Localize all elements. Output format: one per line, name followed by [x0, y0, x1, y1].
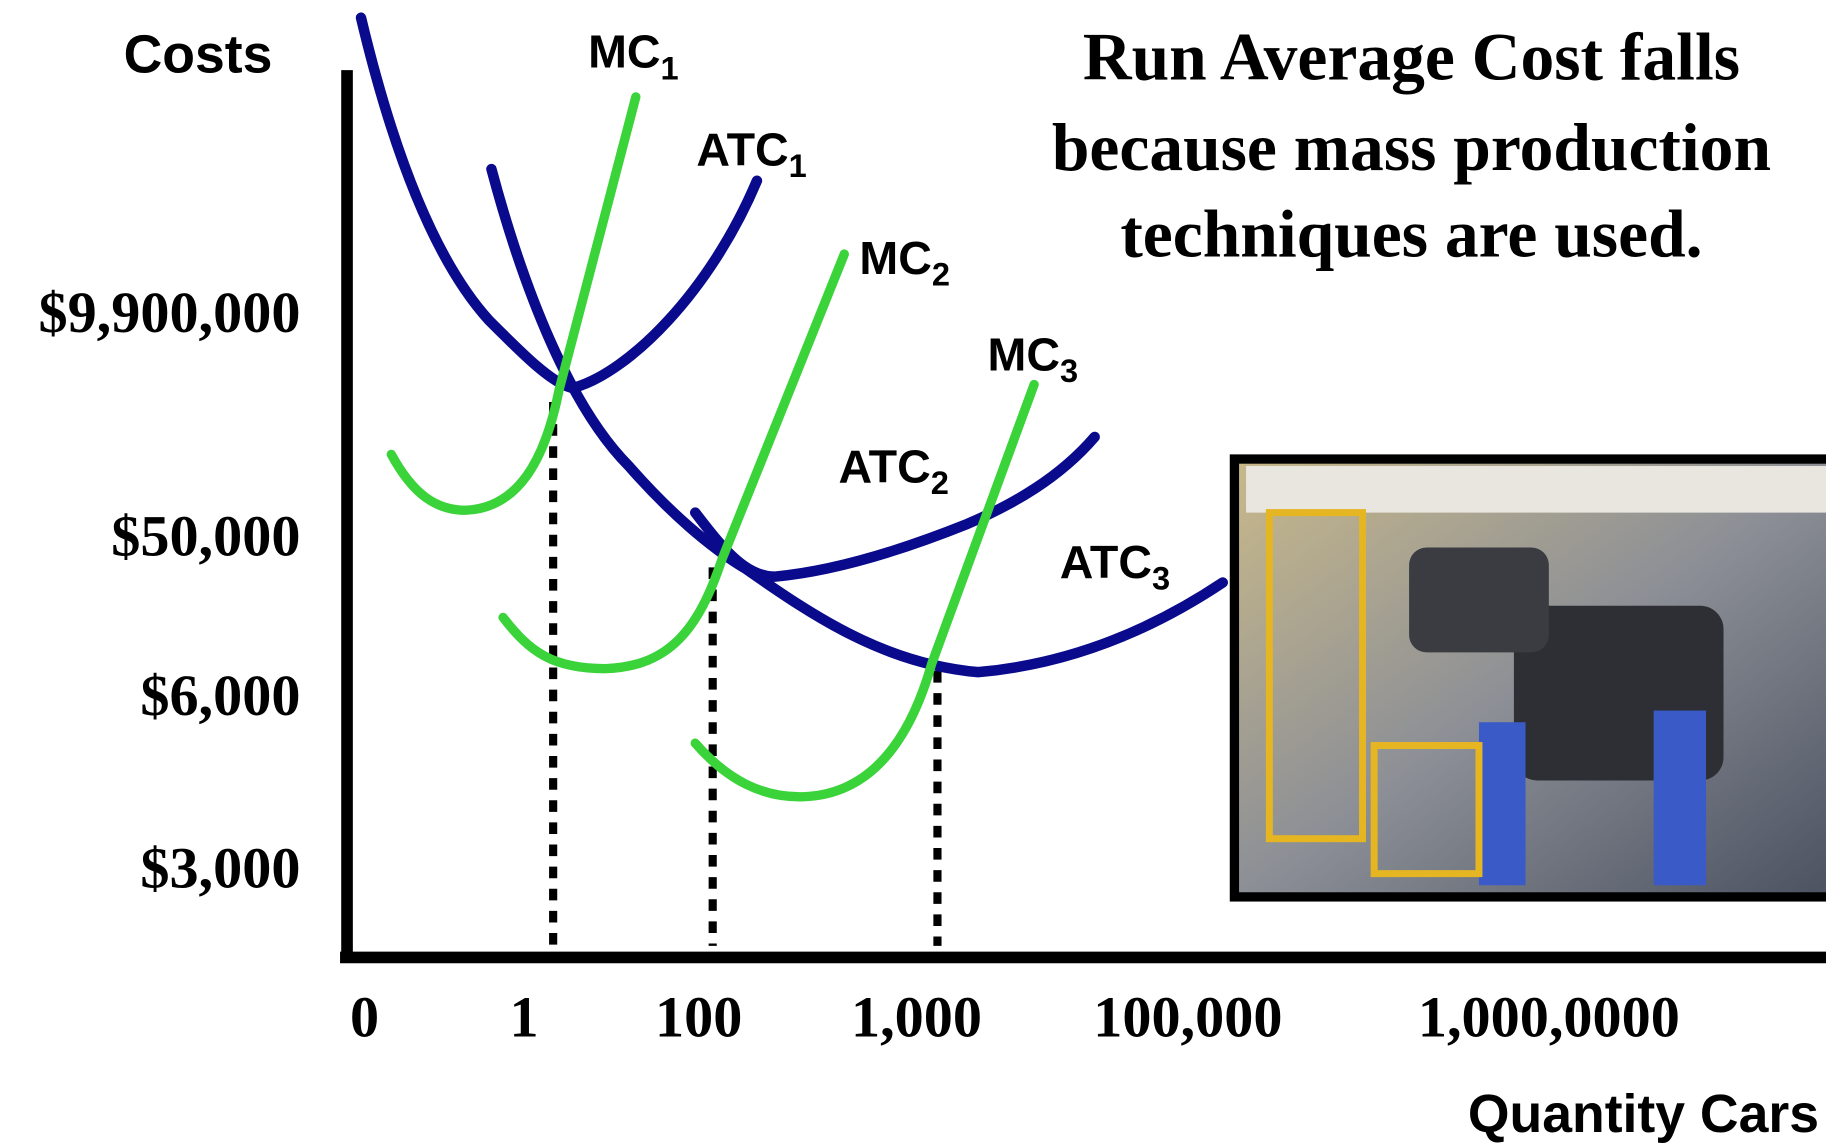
y-tick-label: $6,000 — [140, 663, 300, 728]
curve-subscript: 2 — [932, 256, 950, 293]
curve-name: MC — [988, 329, 1060, 381]
x-tick-label: 100,000 — [1093, 985, 1282, 1050]
curve-label: ATC2 — [838, 440, 948, 501]
caption-line: techniques are used. — [1120, 196, 1702, 271]
factory-photo — [1234, 459, 1826, 897]
curve-name: ATC — [838, 440, 930, 492]
mc1-curve — [391, 97, 636, 510]
curve-label: MC3 — [988, 329, 1079, 390]
curve-subscript: 1 — [789, 147, 807, 184]
y-ticks: $9,900,000 $50,000 $6,000 $3,000 — [38, 280, 300, 900]
y-tick-label: $9,900,000 — [38, 280, 300, 345]
caption: Run Average Cost falls because mass produ… — [1052, 19, 1771, 271]
curve-subscript: 3 — [1152, 559, 1170, 596]
curve-subscript: 2 — [931, 464, 949, 501]
curve-label: MC2 — [859, 232, 950, 293]
x-tick-label: 1 — [509, 985, 538, 1050]
y-tick-label: $50,000 — [111, 504, 300, 569]
x-axis-label: Quantity Cars — [1468, 1085, 1819, 1144]
curve-label: ATC1 — [696, 124, 806, 185]
caption-line: Run Average Cost falls — [1083, 19, 1740, 94]
curve-name: ATC — [1060, 536, 1152, 588]
y-tick-label: $3,000 — [140, 836, 300, 901]
x-tick-label: 0 — [350, 985, 379, 1050]
y-axis-label: Costs — [124, 25, 273, 84]
curve-name: MC — [859, 232, 931, 284]
x-tick-label: 100 — [655, 985, 742, 1050]
x-ticks: 0 1 100 1,000 100,000 1,000,0000 — [350, 985, 1680, 1050]
curve-label: ATC3 — [1060, 536, 1170, 597]
x-tick-label: 1,000,0000 — [1418, 985, 1680, 1050]
caption-line: because mass production — [1052, 110, 1771, 185]
slide: Costs Quantity Cars $9,900,000 $50,000 $6,… — [0, 0, 1826, 1144]
curve-subscript: 1 — [661, 49, 679, 86]
curve-subscript: 3 — [1060, 352, 1078, 389]
curve-label: MC1 — [588, 26, 679, 87]
curve-name: ATC — [696, 124, 788, 176]
atc1-curve — [361, 18, 757, 388]
curve-name: MC — [588, 26, 660, 78]
x-tick-label: 1,000 — [851, 985, 982, 1050]
